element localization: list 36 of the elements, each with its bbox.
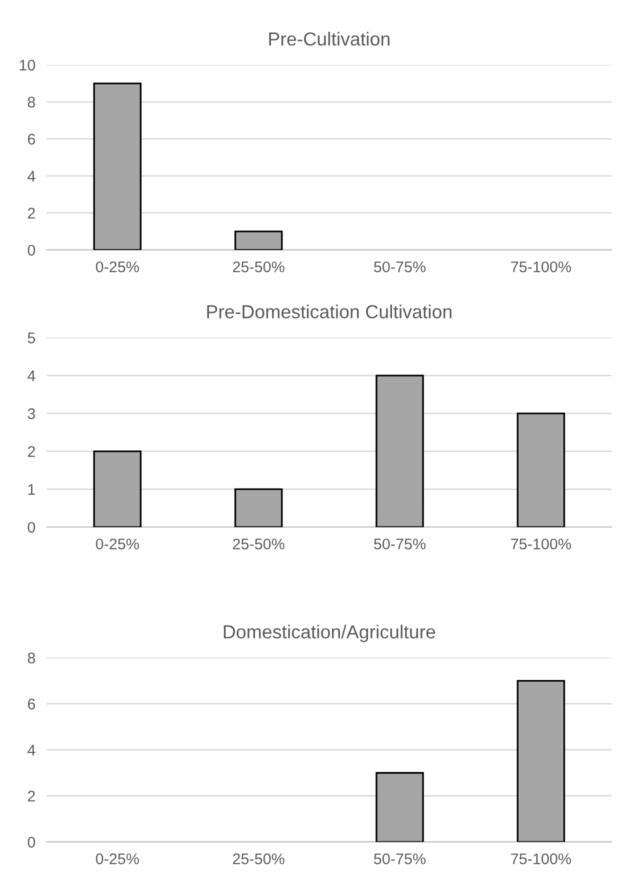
- y-tick-label: 0: [28, 522, 36, 533]
- y-tick-label: 5: [28, 332, 36, 344]
- y-tick-label: 4: [28, 744, 36, 756]
- y-tick-label: 2: [28, 446, 35, 457]
- y-tick-label: 8: [28, 96, 36, 108]
- x-tick-label: 75-100%: [511, 261, 571, 272]
- y-tick-label: 2: [28, 208, 35, 218]
- y-tick-label: 0: [28, 244, 36, 256]
- chart-title: Pre-Domestication Cultivation: [207, 304, 452, 318]
- chart-title: Pre-Cultivation: [269, 32, 390, 46]
- y-tick-label: 10: [20, 60, 36, 71]
- y-tick-label: 6: [28, 698, 36, 710]
- x-tick-label: 0-25%: [96, 538, 139, 550]
- x-tick-label: 50-75%: [374, 261, 426, 272]
- y-tick-label: 1: [28, 484, 35, 495]
- x-tick-label: 50-75%: [374, 538, 426, 550]
- bar: [516, 412, 566, 528]
- y-tick-label: 0: [28, 836, 36, 848]
- y-tick-label: 8: [28, 652, 36, 664]
- y-tick-label: 3: [28, 408, 36, 420]
- y-tick-label: 4: [28, 170, 36, 182]
- x-tick-label: 75-100%: [511, 538, 571, 550]
- x-tick-label: 25-50%: [233, 538, 284, 550]
- y-tick-label: 4: [28, 370, 36, 382]
- bar: [93, 450, 142, 528]
- y-tick-label: 2: [28, 790, 35, 802]
- x-tick-label: 25-50%: [233, 261, 284, 272]
- x-tick-label: 0-25%: [96, 261, 139, 272]
- bar: [376, 374, 424, 528]
- x-tick-label: 25-50%: [233, 853, 284, 864]
- bar: [234, 488, 283, 528]
- y-tick-label: 6: [28, 134, 36, 145]
- x-tick-label: 75-100%: [511, 853, 571, 864]
- chart-title: Domestication/Agriculture: [224, 624, 436, 642]
- x-tick-label: 50-75%: [374, 853, 426, 864]
- x-tick-label: 0-25%: [96, 853, 139, 864]
